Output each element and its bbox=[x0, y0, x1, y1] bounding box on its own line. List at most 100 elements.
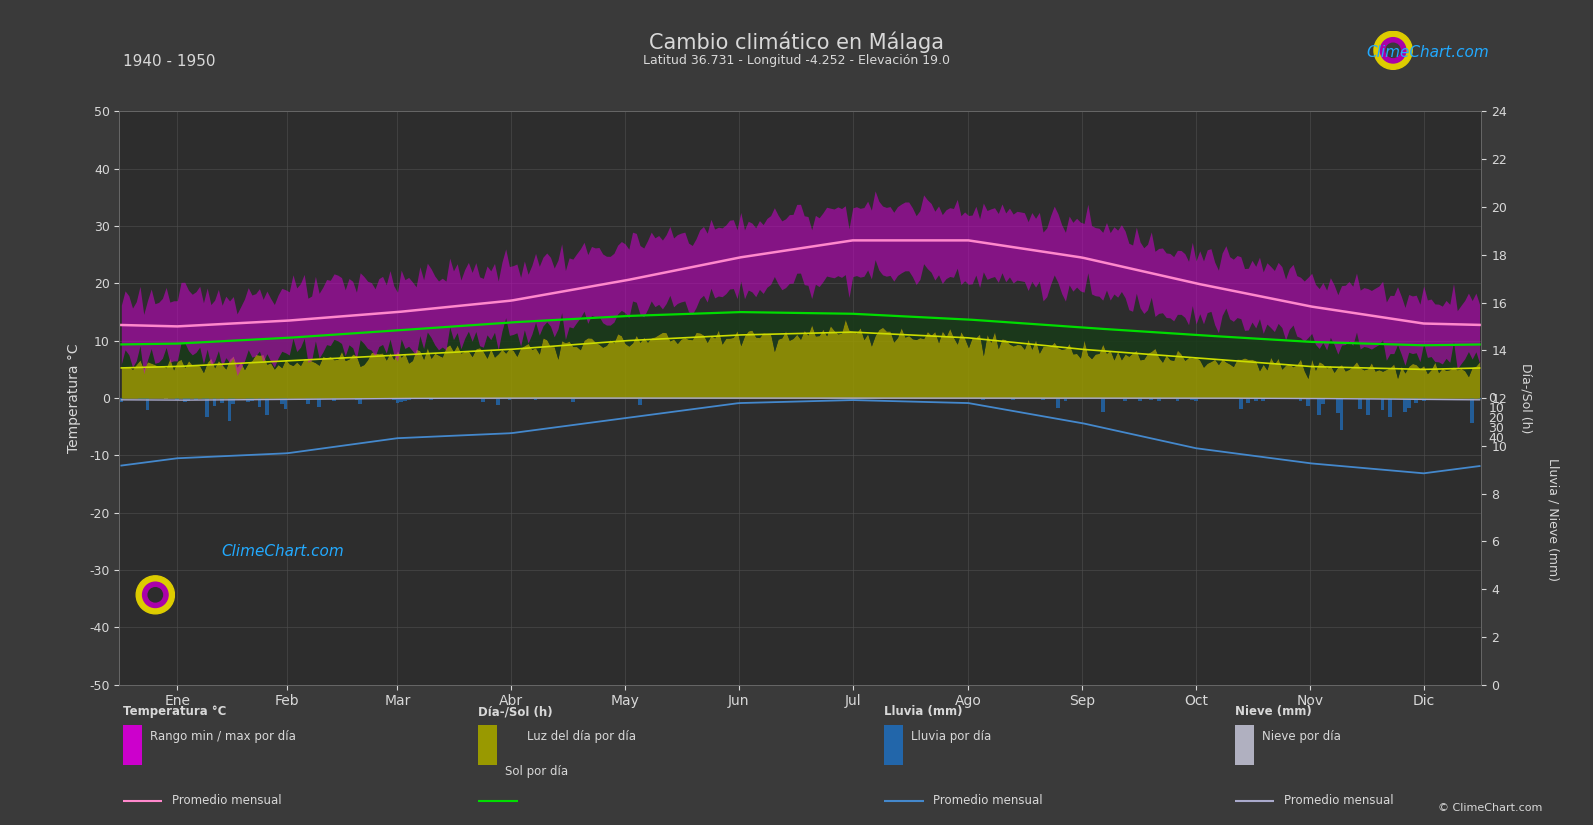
Bar bbox=[534, 398, 537, 399]
Bar bbox=[1321, 398, 1325, 404]
Text: 10: 10 bbox=[1488, 402, 1504, 415]
Bar bbox=[317, 398, 320, 408]
Bar bbox=[1403, 398, 1407, 412]
Text: © ClimeChart.com: © ClimeChart.com bbox=[1437, 803, 1542, 813]
Bar bbox=[395, 398, 400, 403]
Bar bbox=[429, 398, 433, 400]
Y-axis label: Día-/Sol (h): Día-/Sol (h) bbox=[1520, 363, 1532, 433]
Bar bbox=[1407, 398, 1410, 408]
Bar bbox=[205, 398, 209, 417]
Bar bbox=[1381, 398, 1384, 410]
Bar bbox=[194, 398, 198, 400]
Bar bbox=[392, 398, 395, 400]
Bar bbox=[142, 398, 145, 399]
Text: Promedio mensual: Promedio mensual bbox=[933, 794, 1043, 807]
Bar bbox=[1317, 398, 1321, 415]
Circle shape bbox=[143, 582, 169, 607]
Bar bbox=[164, 398, 167, 399]
Bar bbox=[213, 398, 217, 406]
Bar bbox=[1150, 398, 1153, 400]
Text: 30: 30 bbox=[1488, 422, 1504, 435]
Text: 1940 - 1950: 1940 - 1950 bbox=[123, 54, 215, 68]
Bar bbox=[1298, 398, 1303, 401]
Text: Lluvia (mm): Lluvia (mm) bbox=[884, 705, 962, 719]
Bar bbox=[258, 398, 261, 407]
Bar bbox=[1101, 398, 1104, 412]
Bar bbox=[556, 398, 559, 399]
Bar bbox=[306, 398, 309, 404]
Text: Sol por día: Sol por día bbox=[505, 765, 569, 778]
Bar bbox=[406, 398, 411, 400]
Bar bbox=[355, 398, 358, 400]
Bar bbox=[1137, 398, 1142, 401]
Bar bbox=[1388, 398, 1392, 417]
Bar bbox=[403, 398, 406, 401]
Bar bbox=[1423, 398, 1426, 401]
Bar bbox=[280, 398, 284, 404]
Bar bbox=[1340, 398, 1343, 430]
Circle shape bbox=[1386, 43, 1400, 58]
Bar bbox=[247, 398, 250, 402]
Bar bbox=[145, 398, 150, 410]
Bar bbox=[1123, 398, 1126, 401]
Text: Latitud 36.731 - Longitud -4.252 - Elevación 19.0: Latitud 36.731 - Longitud -4.252 - Eleva… bbox=[644, 54, 949, 67]
Bar bbox=[1042, 398, 1045, 400]
Text: Nieve (mm): Nieve (mm) bbox=[1235, 705, 1311, 719]
Text: Temperatura °C: Temperatura °C bbox=[123, 705, 226, 719]
Bar bbox=[1064, 398, 1067, 402]
Bar bbox=[220, 398, 225, 403]
Bar bbox=[639, 398, 642, 405]
Bar bbox=[400, 398, 403, 403]
Bar bbox=[175, 398, 178, 400]
Bar bbox=[1012, 398, 1015, 400]
Text: Lluvia por día: Lluvia por día bbox=[911, 730, 991, 743]
Bar bbox=[1470, 398, 1474, 423]
Bar bbox=[440, 398, 444, 399]
Circle shape bbox=[1381, 38, 1407, 63]
Bar bbox=[264, 398, 269, 415]
Bar bbox=[1306, 398, 1309, 406]
Text: Promedio mensual: Promedio mensual bbox=[172, 794, 282, 807]
Text: Luz del día por día: Luz del día por día bbox=[527, 730, 636, 743]
Bar bbox=[481, 398, 486, 402]
Bar bbox=[1195, 398, 1198, 401]
Bar bbox=[575, 398, 578, 399]
Bar bbox=[186, 398, 191, 401]
Bar bbox=[497, 398, 500, 405]
Bar bbox=[1239, 398, 1243, 409]
Bar bbox=[1157, 398, 1161, 401]
Bar bbox=[333, 398, 336, 401]
Text: ClimeChart.com: ClimeChart.com bbox=[221, 544, 344, 559]
Bar bbox=[284, 398, 287, 409]
Text: Lluvia / Nieve (mm): Lluvia / Nieve (mm) bbox=[1547, 458, 1560, 582]
Text: 0: 0 bbox=[1488, 392, 1496, 404]
Bar bbox=[1262, 398, 1265, 401]
Bar bbox=[231, 398, 236, 404]
Bar bbox=[1359, 398, 1362, 409]
Text: Día-/Sol (h): Día-/Sol (h) bbox=[478, 705, 553, 719]
Bar bbox=[1056, 398, 1059, 408]
Text: ClimeChart.com: ClimeChart.com bbox=[1367, 45, 1489, 60]
Text: 40: 40 bbox=[1488, 431, 1504, 445]
Circle shape bbox=[135, 576, 175, 614]
Text: Nieve por día: Nieve por día bbox=[1262, 730, 1341, 743]
Bar bbox=[570, 398, 575, 402]
Bar bbox=[228, 398, 231, 421]
Bar bbox=[119, 398, 123, 403]
Text: Rango min / max por día: Rango min / max por día bbox=[150, 730, 296, 743]
Y-axis label: Temperatura °C: Temperatura °C bbox=[67, 343, 81, 453]
Text: Promedio mensual: Promedio mensual bbox=[1284, 794, 1394, 807]
Circle shape bbox=[1375, 31, 1413, 69]
Bar bbox=[1246, 398, 1251, 403]
Bar bbox=[202, 398, 205, 399]
Bar bbox=[1415, 398, 1418, 403]
Bar bbox=[358, 398, 362, 404]
Bar bbox=[508, 398, 511, 400]
Bar bbox=[1337, 398, 1340, 413]
Bar bbox=[1254, 398, 1257, 401]
Text: Cambio climático en Málaga: Cambio climático en Málaga bbox=[648, 31, 945, 53]
Bar bbox=[1190, 398, 1195, 400]
Bar bbox=[981, 398, 984, 399]
Text: 20: 20 bbox=[1488, 412, 1504, 425]
Bar bbox=[1176, 398, 1179, 402]
